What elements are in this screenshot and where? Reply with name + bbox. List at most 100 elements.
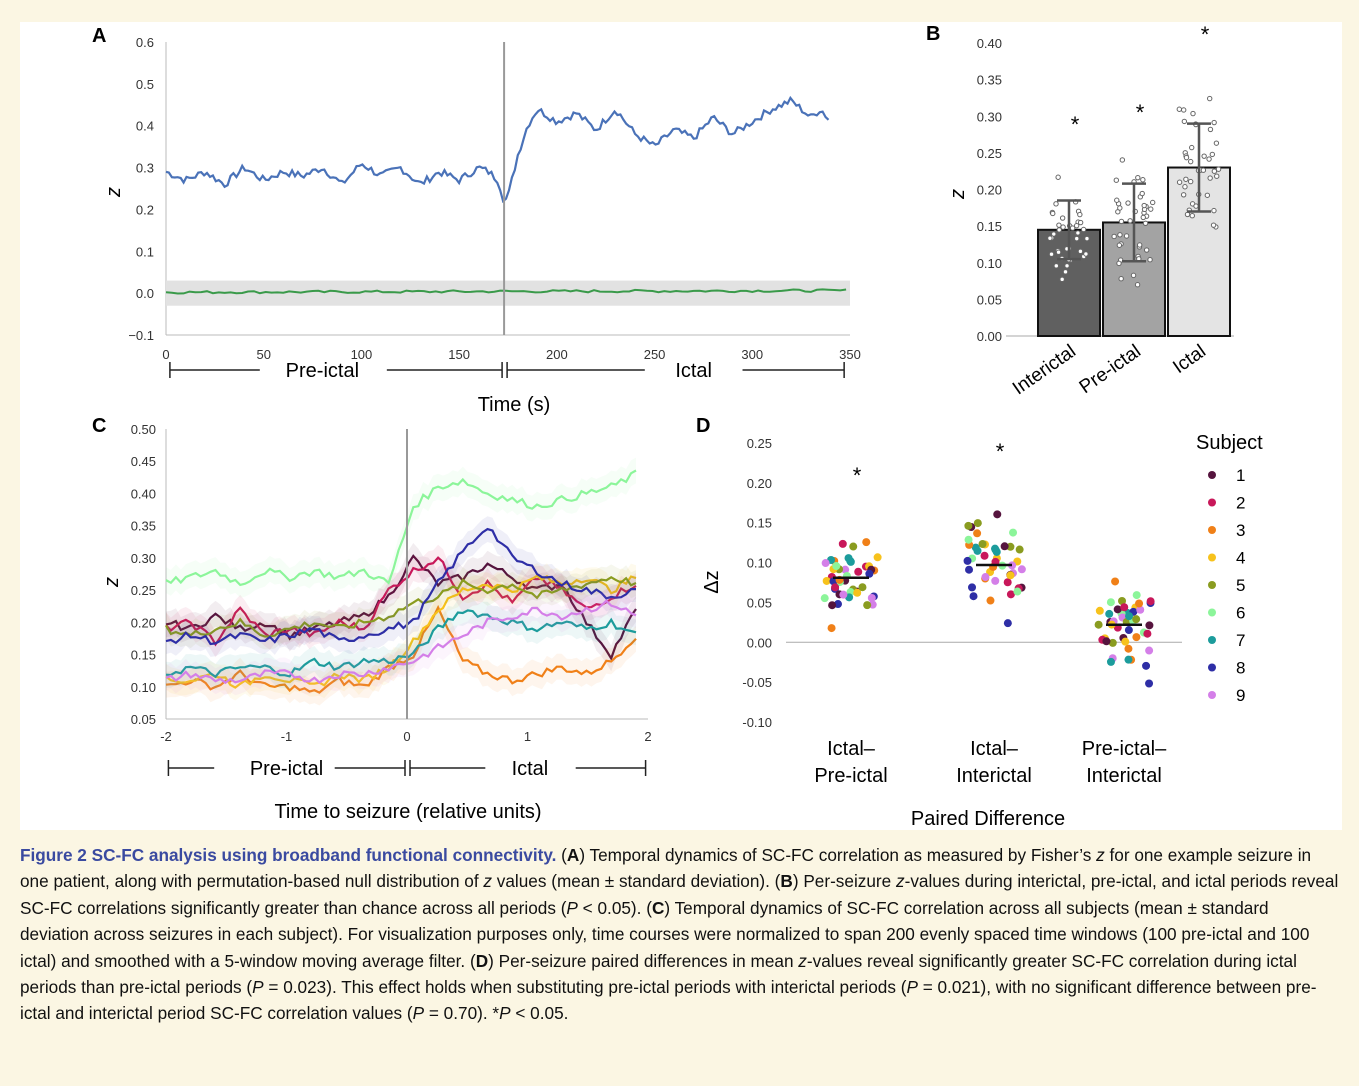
b-point: [1214, 173, 1220, 179]
b-point: [1123, 233, 1130, 239]
d-point: [1006, 571, 1015, 580]
d-point: [838, 539, 847, 548]
b-point: [1136, 242, 1143, 248]
b-point: [1176, 179, 1183, 185]
d-point: [846, 557, 855, 566]
d-point: [1102, 637, 1111, 646]
b-point: [1077, 211, 1083, 218]
b-point: [1189, 212, 1195, 219]
d-point: [1136, 605, 1145, 614]
c-x-label: Time to seizure (relative units): [274, 801, 541, 823]
b-point: [1211, 207, 1217, 214]
b-x-tick: Ictal: [1169, 341, 1210, 378]
a-x-tick: 50: [256, 347, 270, 362]
caption-d2: -values reveal significantly greater SC-…: [20, 950, 1297, 998]
d-point: [1106, 598, 1115, 607]
d-point: [981, 573, 990, 582]
c-y-tick: 0.20: [131, 615, 156, 630]
d-point: [1113, 605, 1122, 614]
b-point: [1118, 218, 1125, 225]
b-point: [1056, 222, 1062, 228]
d-significance: *: [853, 463, 862, 488]
b-point: [1074, 235, 1080, 242]
d-point: [1145, 679, 1154, 688]
d-legend-entry: 9: [1236, 686, 1245, 705]
d-point: [1105, 609, 1114, 618]
b-point: [1084, 235, 1090, 242]
a-y-tick: 0.5: [136, 77, 154, 92]
b-point: [1139, 190, 1145, 197]
d-y-label: Δz: [701, 570, 723, 593]
d-point: [973, 546, 982, 555]
a-x-tick: 100: [351, 347, 373, 362]
c-series-band: [166, 457, 636, 598]
d-point: [1003, 619, 1012, 628]
d-point: [822, 576, 831, 585]
caption-c: Temporal dynamics of SC-FC correlation a…: [20, 897, 1310, 971]
a-x-tick: 350: [839, 347, 861, 362]
b-point: [1053, 201, 1059, 207]
b-point: [1060, 224, 1066, 230]
d-point: [867, 593, 876, 602]
c-series-band: [166, 594, 636, 706]
d-point: [1003, 578, 1012, 587]
b-point: [1215, 166, 1222, 172]
figure-panel: A B C D −0.1 0.0 0.1 0.2 0.3 0.4 0.5 0.6 0 50 100 1…: [20, 22, 1342, 830]
a-series-green: [165, 288, 847, 295]
b-point: [1200, 167, 1207, 173]
d-point: [1124, 626, 1133, 635]
b-y-label: z: [947, 189, 969, 200]
c-y-tick: 0.05: [131, 712, 156, 727]
b-point: [1116, 260, 1122, 267]
d-point: [963, 556, 972, 565]
d-point: [873, 553, 882, 562]
a-y-tick: 0.4: [136, 119, 154, 134]
d-point: [969, 592, 978, 601]
d-point: [831, 583, 840, 592]
a-x-tick: 0: [162, 347, 169, 362]
a-y-tick: 0.0: [136, 286, 154, 301]
b-point: [1056, 227, 1062, 233]
a-y-tick: 0.6: [136, 35, 154, 50]
a-x-tick: 250: [644, 347, 666, 362]
b-point: [1117, 205, 1123, 211]
d-point: [1000, 542, 1009, 551]
d-legend-entry: 2: [1236, 494, 1245, 513]
d-point: [1145, 621, 1154, 630]
d-legend-swatch: [1208, 526, 1216, 534]
d-legend-entry: 8: [1236, 659, 1245, 678]
caption-d1: Per-seizure paired differences in mean: [498, 950, 794, 971]
b-point: [1075, 230, 1081, 236]
b-point: [1211, 168, 1218, 174]
b-y-tick: 0.35: [977, 73, 1002, 88]
b-point: [1204, 192, 1211, 198]
d-point: [1094, 620, 1103, 629]
d-legend-swatch: [1208, 691, 1216, 699]
b-point: [1116, 242, 1123, 248]
b-point: [1207, 175, 1213, 181]
d-point: [1013, 587, 1022, 596]
b-point: [1048, 251, 1055, 257]
c-y-tick: 0.30: [131, 551, 156, 566]
b-point: [1143, 247, 1150, 253]
c-series-band: [166, 564, 636, 650]
d-legend-entry: 3: [1236, 521, 1245, 540]
d-point: [968, 583, 977, 592]
b-point: [1064, 263, 1070, 269]
d-point: [986, 596, 995, 605]
d-point: [820, 594, 829, 603]
d-legend-swatch: [1208, 663, 1216, 672]
d-point: [1146, 597, 1155, 606]
d-point: [980, 551, 989, 560]
d-point: [858, 583, 867, 592]
d-y-tick: -0.10: [742, 715, 772, 730]
c-series-line: [165, 599, 637, 685]
c-x-tick: -1: [281, 729, 293, 744]
b-point: [1077, 248, 1084, 255]
c-x-tick: 0: [403, 729, 410, 744]
d-point: [1132, 591, 1141, 600]
d-x-label: Paired Difference: [911, 808, 1065, 830]
d-point: [827, 624, 836, 633]
d-point: [854, 567, 863, 576]
b-point: [1140, 177, 1146, 183]
